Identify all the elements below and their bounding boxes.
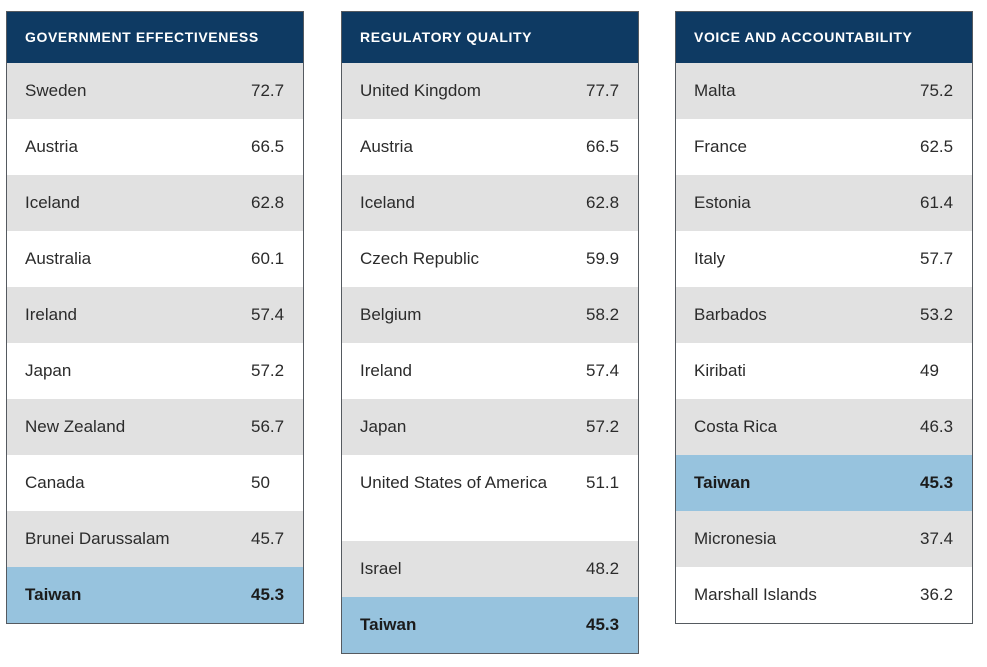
table-row: Austria 66.5 bbox=[7, 119, 303, 175]
score-value: 37.4 bbox=[920, 529, 954, 548]
country-name: United Kingdom bbox=[360, 81, 481, 100]
table-body: United Kingdom 77.7 Austria 66.5 Iceland 62.8… bbox=[342, 63, 638, 653]
country-name: Marshall Islands bbox=[694, 585, 817, 604]
score-value: 51.1 bbox=[586, 473, 620, 492]
table-row-highlighted: Taiwan 45.3 bbox=[342, 597, 638, 653]
score-value: 45.7 bbox=[251, 529, 285, 548]
table-row-highlighted: Taiwan 45.3 bbox=[676, 455, 972, 511]
score-value: 75.2 bbox=[920, 81, 954, 100]
country-name: Taiwan bbox=[694, 473, 751, 492]
score-value: 60.1 bbox=[251, 249, 285, 268]
country-name: Japan bbox=[360, 417, 407, 436]
table-row: Belgium 58.2 bbox=[342, 287, 638, 343]
table-regulatory-quality: REGULATORY QUALITY United Kingdom 77.7 Aus… bbox=[341, 11, 639, 654]
table-row: United States of America 51.1 bbox=[342, 455, 638, 541]
country-name: Barbados bbox=[694, 305, 767, 324]
score-value: 57.2 bbox=[251, 361, 285, 380]
table-row-highlighted: Taiwan 45.3 bbox=[7, 567, 303, 623]
table-government-effectiveness: GOVERNMENT EFFECTIVENESS Sweden 72.7 Austr… bbox=[6, 11, 304, 624]
score-value: 57.7 bbox=[920, 249, 954, 268]
score-value: 62.8 bbox=[251, 193, 285, 212]
table-voice-and-accountability: VOICE AND ACCOUNTABILITY Malta 75.2 France… bbox=[675, 11, 973, 624]
table-header: REGULATORY QUALITY bbox=[342, 12, 638, 63]
table-row: Brunei Darussalam 45.7 bbox=[7, 511, 303, 567]
table-row: Italy 57.7 bbox=[676, 231, 972, 287]
table-row: United Kingdom 77.7 bbox=[342, 63, 638, 119]
table-body: Sweden 72.7 Austria 66.5 Iceland 62.8 Australi… bbox=[7, 63, 303, 623]
table-row: Marshall Islands 36.2 bbox=[676, 567, 972, 623]
table-row: Micronesia 37.4 bbox=[676, 511, 972, 567]
country-name: Canada bbox=[25, 473, 85, 492]
country-name: Belgium bbox=[360, 305, 422, 324]
score-value: 58.2 bbox=[586, 305, 620, 324]
country-name: Australia bbox=[25, 249, 92, 268]
country-name: Micronesia bbox=[694, 529, 777, 548]
score-value: 36.2 bbox=[920, 585, 954, 604]
score-value: 66.5 bbox=[251, 137, 285, 156]
score-value: 57.4 bbox=[586, 361, 620, 380]
country-name: Costa Rica bbox=[694, 417, 778, 436]
table-row: Ireland 57.4 bbox=[342, 343, 638, 399]
country-name: Italy bbox=[694, 249, 726, 268]
country-name: Brunei Darussalam bbox=[25, 529, 170, 548]
country-name: Israel bbox=[360, 559, 402, 578]
score-value: 53.2 bbox=[920, 305, 954, 324]
table-row: Barbados 53.2 bbox=[676, 287, 972, 343]
country-name: Czech Republic bbox=[360, 249, 480, 268]
table-row: Israel 48.2 bbox=[342, 541, 638, 597]
table-row: Japan 57.2 bbox=[7, 343, 303, 399]
score-value: 45.3 bbox=[586, 615, 620, 634]
country-name: Iceland bbox=[25, 193, 80, 212]
table-row: Iceland 62.8 bbox=[342, 175, 638, 231]
country-name: Taiwan bbox=[25, 585, 82, 604]
table-row: Iceland 62.8 bbox=[7, 175, 303, 231]
table-row: Austria 66.5 bbox=[342, 119, 638, 175]
score-value: 46.3 bbox=[920, 417, 954, 436]
table-row: Australia 60.1 bbox=[7, 231, 303, 287]
country-name: Taiwan bbox=[360, 615, 417, 634]
score-value: 66.5 bbox=[586, 137, 620, 156]
table-row: Sweden 72.7 bbox=[7, 63, 303, 119]
country-name: Kiribati bbox=[694, 361, 746, 380]
score-value: 77.7 bbox=[586, 81, 620, 100]
country-name: Japan bbox=[25, 361, 72, 380]
score-value: 57.4 bbox=[251, 305, 285, 324]
country-name: Malta bbox=[694, 81, 736, 100]
table-row: Canada 50 bbox=[7, 455, 303, 511]
score-value: 48.2 bbox=[586, 559, 620, 578]
score-value: 62.8 bbox=[586, 193, 620, 212]
country-name: France bbox=[694, 137, 747, 156]
table-header: VOICE AND ACCOUNTABILITY bbox=[676, 12, 972, 63]
table-row: New Zealand 56.7 bbox=[7, 399, 303, 455]
table-body: Malta 75.2 France 62.5 Estonia 61.4 Italy 57.7 B… bbox=[676, 63, 972, 623]
country-name: Austria bbox=[25, 137, 78, 156]
country-name: Austria bbox=[360, 137, 413, 156]
country-name: New Zealand bbox=[25, 417, 126, 436]
score-value: 72.7 bbox=[251, 81, 285, 100]
country-name: Estonia bbox=[694, 193, 751, 212]
country-name: Sweden bbox=[25, 81, 87, 100]
country-name: Ireland bbox=[360, 361, 412, 380]
table-row: Estonia 61.4 bbox=[676, 175, 972, 231]
table-row: Malta 75.2 bbox=[676, 63, 972, 119]
table-row: France 62.5 bbox=[676, 119, 972, 175]
score-value: 45.3 bbox=[920, 473, 954, 492]
score-value: 59.9 bbox=[586, 249, 620, 268]
country-name: Iceland bbox=[360, 193, 415, 212]
table-row: Czech Republic 59.9 bbox=[342, 231, 638, 287]
table-header: GOVERNMENT EFFECTIVENESS bbox=[7, 12, 303, 63]
country-name: Ireland bbox=[25, 305, 77, 324]
score-value: 50 bbox=[251, 473, 270, 492]
table-row: Japan 57.2 bbox=[342, 399, 638, 455]
score-value: 45.3 bbox=[251, 585, 285, 604]
table-row: Ireland 57.4 bbox=[7, 287, 303, 343]
table-row: Costa Rica 46.3 bbox=[676, 399, 972, 455]
score-value: 56.7 bbox=[251, 417, 285, 436]
score-value: 49 bbox=[920, 361, 939, 380]
score-value: 62.5 bbox=[920, 137, 954, 156]
country-name: United States of America bbox=[360, 473, 548, 492]
score-value: 61.4 bbox=[920, 193, 954, 212]
table-row: Kiribati 49 bbox=[676, 343, 972, 399]
score-value: 57.2 bbox=[586, 417, 620, 436]
